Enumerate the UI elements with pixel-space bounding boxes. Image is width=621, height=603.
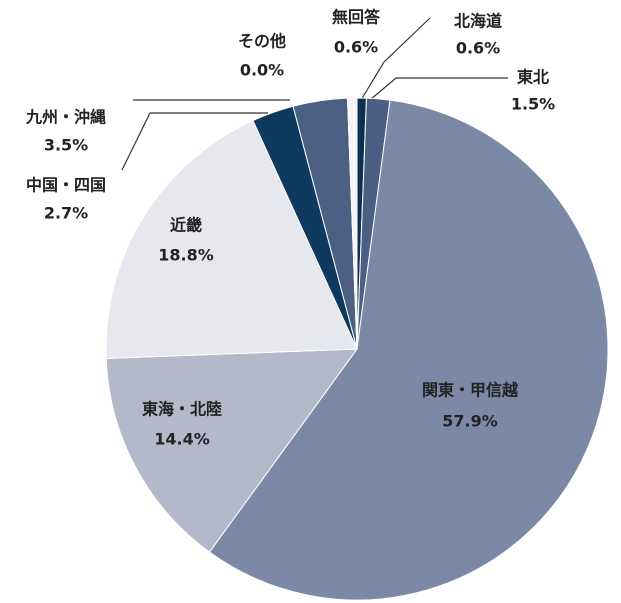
slice-label: 無回答	[332, 8, 381, 27]
value-label: 2.7%	[44, 204, 88, 223]
value-label: 0.0%	[240, 61, 284, 80]
value-label: 3.5%	[44, 136, 88, 155]
pie-slice	[347, 97, 358, 350]
slice-label: 九州・沖縄	[25, 108, 106, 127]
pie-slice	[208, 99, 609, 601]
slice-label: 東海・北陸	[142, 400, 222, 419]
value-label: 1.5%	[511, 95, 555, 114]
slice-label: 関東・甲信越	[422, 381, 519, 400]
pie-slice	[105, 119, 358, 359]
value-label: 0.6%	[334, 38, 378, 57]
slice-label: その他	[238, 32, 286, 51]
leader-lines	[121, 17, 508, 171]
value-label: 0.6%	[456, 39, 500, 58]
slice-label: 東北	[517, 68, 549, 87]
value-label: 14.4%	[154, 430, 210, 449]
pie-slice	[105, 348, 359, 553]
value-label: 57.9%	[442, 412, 498, 431]
slice-label: 北海道	[454, 12, 502, 31]
slice-label: 中国・四国	[26, 176, 106, 195]
leader-line	[360, 17, 431, 101]
value-label: 18.8%	[158, 246, 214, 265]
leader-line	[121, 112, 268, 171]
slice-label: 近畿	[170, 216, 202, 235]
leader-line	[369, 77, 508, 101]
